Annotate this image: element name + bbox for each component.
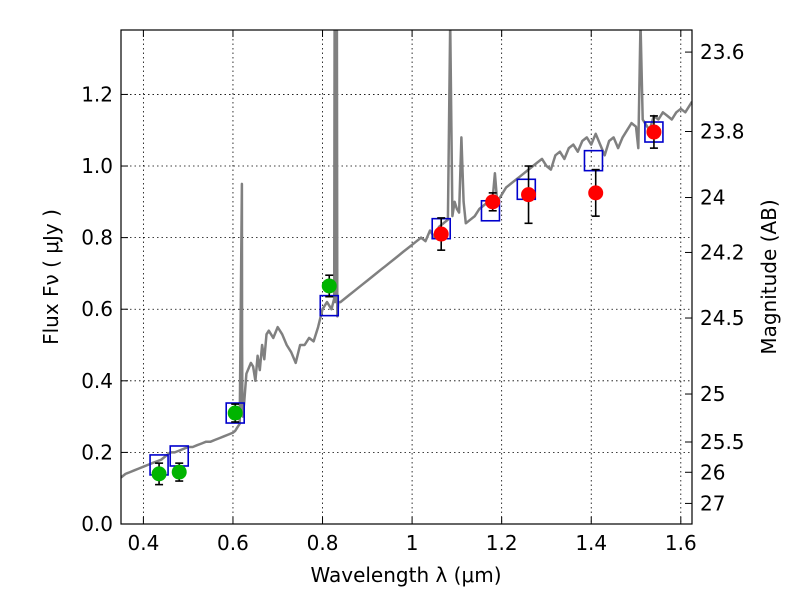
x-tick-label: 1 (406, 531, 419, 555)
x-tick-label: 1.4 (575, 531, 607, 555)
observed-point (521, 187, 537, 203)
mag-tick-label: 26 (700, 460, 725, 484)
y-tick-label: 0.2 (81, 440, 113, 464)
observed-point (151, 466, 167, 482)
observed-point (433, 226, 449, 242)
observed-point (646, 124, 662, 140)
x-axis-label: Wavelength λ (μm) (310, 563, 501, 587)
x-tick-label: 0.4 (127, 531, 159, 555)
mag-tick-label: 25.5 (700, 430, 745, 454)
mag-tick-label: 27 (700, 491, 725, 515)
mag-tick-label: 25 (700, 382, 725, 406)
y-tick-label: 0.8 (81, 226, 113, 250)
y-tick-label: 0.4 (81, 369, 113, 393)
y-tick-label: 0.6 (81, 297, 113, 321)
x-tick-label: 0.6 (217, 531, 249, 555)
observed-point (485, 194, 501, 210)
observed-point (227, 405, 243, 421)
y2-axis-label: Magnitude (AB) (757, 199, 781, 354)
mag-tick-label: 23.8 (700, 119, 745, 143)
mag-tick-label: 24.5 (700, 306, 745, 330)
model-spectrum (121, 30, 692, 479)
model-square (583, 149, 604, 172)
spectrum-line (121, 30, 692, 479)
mag-tick-label: 24 (700, 186, 725, 210)
y-tick-label: 1.0 (81, 154, 113, 178)
grid (121, 30, 692, 525)
observed-point (588, 185, 604, 201)
y-tick-label: 1.2 (81, 82, 113, 106)
mag-tick-label: 24.2 (700, 240, 745, 264)
observed-point (171, 464, 187, 480)
observed-photometry-points (151, 115, 662, 486)
observed-point (321, 278, 337, 294)
mag-tick-label: 23.6 (700, 40, 745, 64)
y-axis-label: Flux Fν ( μJy ) (39, 209, 63, 345)
y-tick-label: 0.0 (81, 512, 113, 536)
x-tick-label: 1.6 (665, 531, 697, 555)
model-photometry-squares (149, 121, 664, 476)
x-tick-label: 0.8 (307, 531, 339, 555)
axis-ticks: 0.4 0.6 0.8 1 1.2 1.4 1.6 0.0 0.2 0.4 0.6 0.8 1.0 1.2… (81, 30, 745, 555)
plot-frame (120, 29, 693, 525)
model-square (225, 402, 245, 424)
x-tick-label: 1.2 (486, 531, 518, 555)
